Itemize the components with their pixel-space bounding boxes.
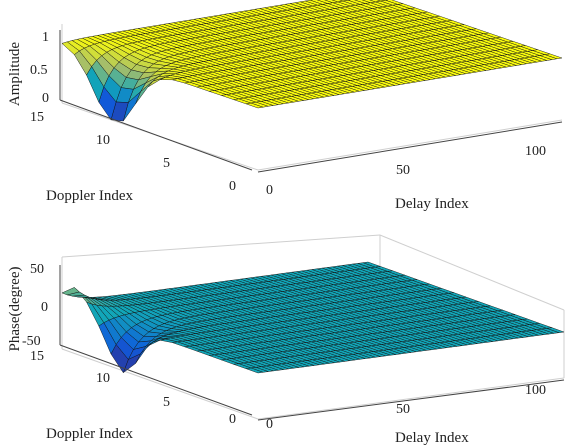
y-axis-label: Doppler Index bbox=[46, 426, 134, 442]
z-tick-label: 0.5 bbox=[30, 63, 48, 78]
x-tick-label: 100 bbox=[525, 144, 546, 159]
y-tick-label: 15 bbox=[30, 349, 44, 364]
y-tick-label: 5 bbox=[163, 395, 170, 410]
y-tick-label: 10 bbox=[96, 133, 110, 148]
surface-patch bbox=[324, 0, 338, 3]
z-tick-label: 0 bbox=[42, 91, 49, 106]
y-tick-label: 5 bbox=[163, 156, 170, 171]
amplitude-axis-lines bbox=[59, 30, 563, 173]
surface-patch bbox=[376, 0, 386, 2]
amplitude-surface-plot: 1 0.5 0 15 10 5 0 0 50 100 Amplitude Dop… bbox=[7, 0, 563, 212]
surface-patch bbox=[61, 41, 80, 55]
surface-patch bbox=[361, 0, 376, 3]
y-tick-label: 15 bbox=[30, 110, 44, 125]
x-tick-label: 0 bbox=[266, 183, 273, 198]
phase-surface-plot: 50 0 -50 15 10 5 0 0 50 100 Phase(degree… bbox=[7, 234, 565, 446]
y-tick-label: 10 bbox=[96, 371, 110, 386]
x-axis-label: Delay Index bbox=[395, 196, 469, 212]
surface-patch bbox=[339, 0, 348, 2]
x-tick-label: 50 bbox=[396, 163, 410, 178]
z-axis-label: Amplitude bbox=[7, 42, 23, 107]
x-tick-label: 0 bbox=[266, 417, 273, 432]
surface-patch bbox=[61, 287, 80, 296]
surface-patch bbox=[331, 0, 343, 3]
x-tick-label: 50 bbox=[396, 402, 410, 417]
z-tick-label: 50 bbox=[30, 262, 44, 277]
y-tick-label: 0 bbox=[229, 412, 236, 427]
phase-axis-lines bbox=[59, 265, 565, 421]
z-tick-label: -50 bbox=[22, 334, 41, 349]
x-tick-label: 100 bbox=[525, 383, 546, 398]
phase-surface bbox=[61, 261, 565, 374]
z-tick-label: 0 bbox=[41, 300, 48, 315]
z-axis-label: Phase(degree) bbox=[7, 267, 23, 352]
x-axis-label: Delay Index bbox=[395, 430, 469, 446]
axes-box bbox=[61, 234, 565, 420]
surface-patch bbox=[369, 0, 381, 3]
y-tick-label: 0 bbox=[229, 179, 236, 194]
y-axis-label: Doppler Index bbox=[46, 188, 134, 204]
amplitude-surface bbox=[61, 0, 563, 122]
z-tick-label: 1 bbox=[42, 30, 49, 45]
